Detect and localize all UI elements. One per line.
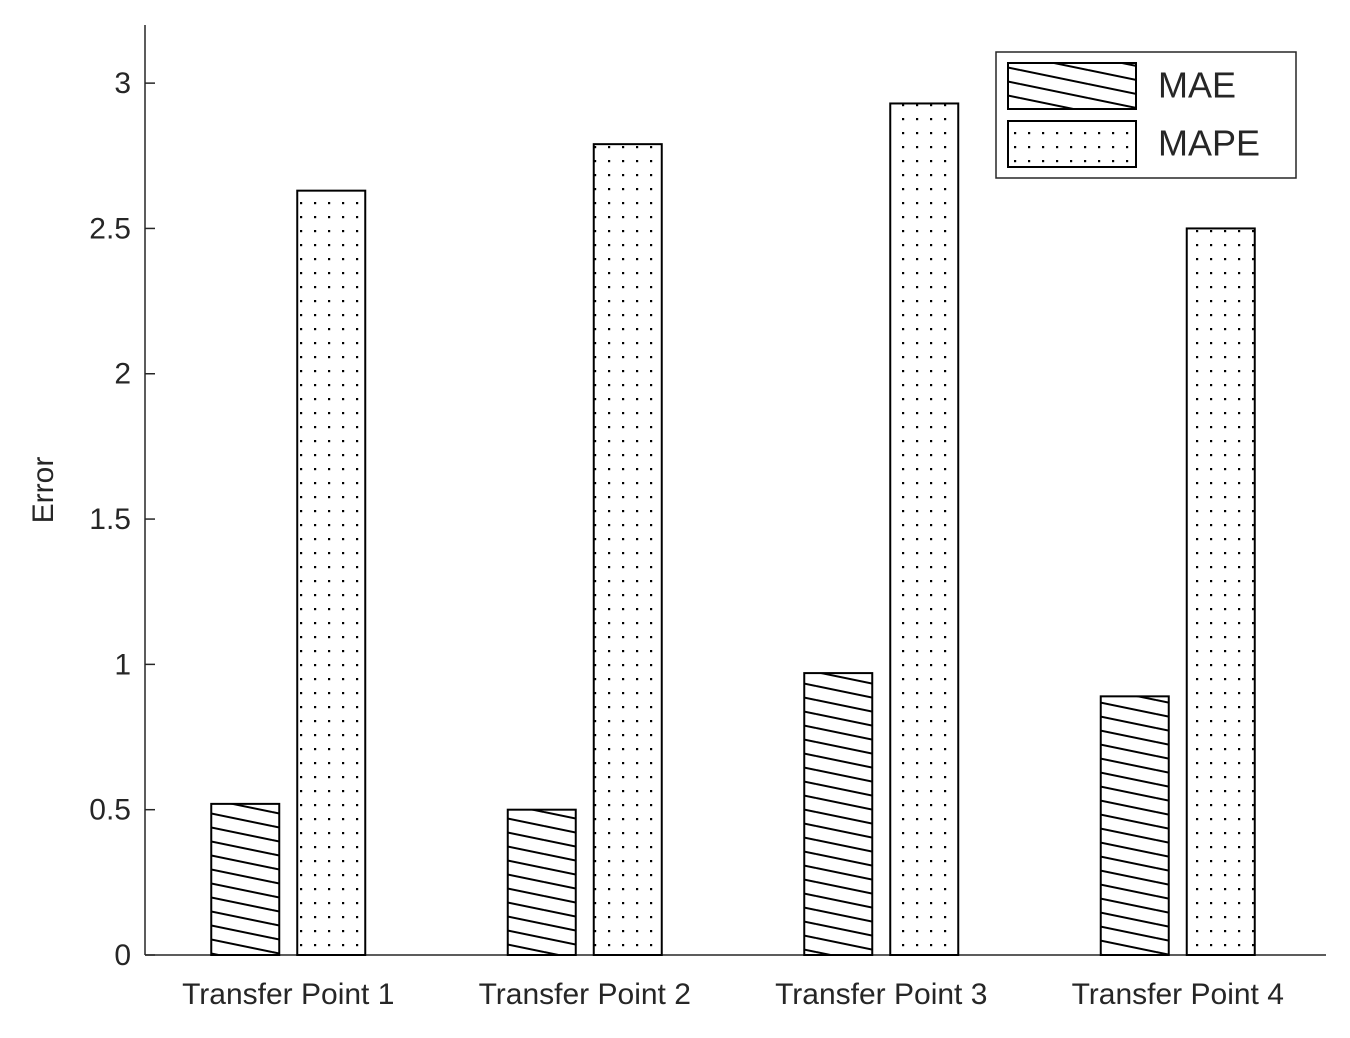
x-tick-label: Transfer Point 2 [479, 978, 691, 1011]
legend-swatch-pattern [1007, 62, 1137, 110]
x-tick-label: Transfer Point 4 [1072, 978, 1284, 1011]
bar-pattern [1099, 695, 1170, 956]
bar-pattern [296, 189, 367, 956]
legend-label: MAE [1158, 65, 1236, 106]
y-tick-label: 3 [114, 67, 131, 100]
legend-label: MAPE [1158, 123, 1260, 164]
bar-pattern [889, 102, 960, 956]
x-tick-label: Transfer Point 1 [182, 978, 394, 1011]
bar-pattern [803, 672, 874, 956]
y-tick-label: 2.5 [89, 212, 131, 245]
y-tick-label: 1.5 [89, 503, 131, 536]
bar-pattern [592, 143, 663, 956]
y-tick-label: 2 [114, 358, 131, 391]
legend-swatch-pattern [1007, 120, 1137, 168]
y-tick-label: 0.5 [89, 794, 131, 827]
y-tick-label: 0 [114, 939, 131, 972]
bar-pattern [1185, 227, 1256, 956]
y-axis-label: Error [27, 457, 60, 524]
x-tick-label: Transfer Point 3 [775, 978, 987, 1011]
bar-pattern [506, 808, 577, 956]
y-tick-label: 1 [114, 648, 131, 681]
bar-pattern [210, 802, 281, 956]
